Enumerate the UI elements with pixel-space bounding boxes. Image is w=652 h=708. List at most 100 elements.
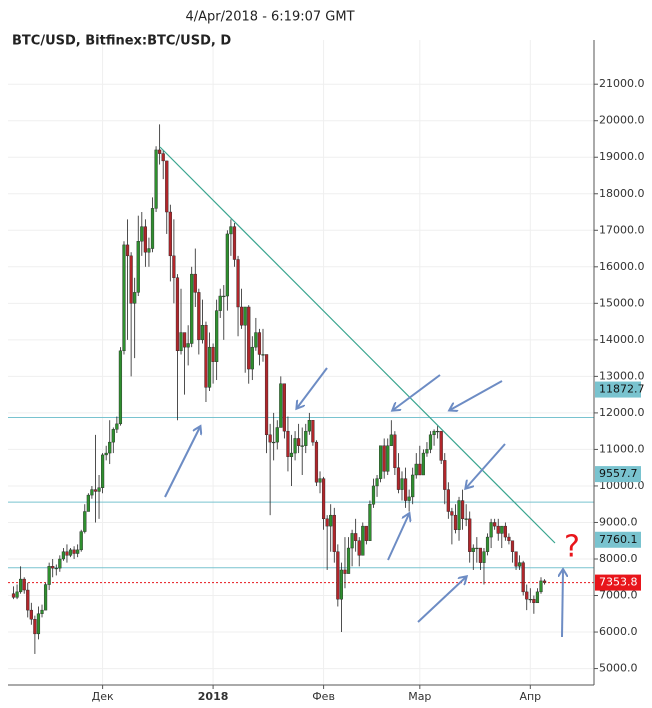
candle-body: [321, 478, 326, 520]
candle-body: [500, 525, 504, 534]
candle-body: [43, 584, 48, 611]
candle-body: [211, 346, 215, 362]
y-tick-label: 19000.0: [599, 150, 645, 163]
candle-body: [186, 343, 190, 348]
x-tick-label: Апр: [519, 690, 541, 703]
arrow: [466, 443, 506, 488]
candle-body: [90, 489, 94, 496]
y-tick-label: 9000.0: [599, 515, 638, 528]
candle-body: [133, 292, 137, 304]
candle-body: [197, 292, 201, 341]
candle-body: [54, 567, 58, 570]
trend-line: [159, 146, 556, 544]
y-tick-label: 13000.0: [599, 369, 645, 382]
arrow: [164, 427, 200, 498]
candle-body: [101, 454, 105, 488]
candle-body: [61, 551, 65, 560]
candle-body: [268, 434, 272, 443]
candle-body: [172, 255, 176, 278]
candle-body: [457, 500, 461, 530]
candle-body: [496, 525, 500, 534]
candle-body: [432, 430, 436, 436]
candle-body: [332, 514, 336, 552]
candle-body: [503, 525, 507, 538]
candle-body: [240, 306, 244, 326]
candle-body: [329, 514, 333, 527]
candle-body: [222, 295, 226, 298]
candle-body: [282, 383, 286, 432]
candle-body: [83, 511, 87, 532]
candle-body: [453, 514, 458, 530]
candle-body: [439, 430, 443, 461]
candle-body: [161, 153, 165, 162]
candle-body: [204, 325, 208, 388]
candle-body: [33, 619, 37, 635]
candle-body: [122, 244, 126, 352]
candle-body: [11, 593, 16, 598]
level-tag-label: 11872.7: [599, 383, 645, 396]
candle-body: [343, 569, 347, 574]
candle-body: [215, 310, 219, 362]
candle-body: [136, 241, 140, 293]
candle-body: [36, 613, 41, 635]
candle-body: [182, 332, 187, 348]
candle-body: [275, 427, 279, 443]
y-tick-label: 6000.0: [599, 625, 638, 638]
arrow: [562, 570, 563, 638]
candle-body: [379, 445, 383, 479]
candle-body: [382, 445, 386, 472]
level-tag-label: 7760.1: [599, 533, 638, 546]
x-tick-label: Мар: [408, 690, 431, 703]
candle-body: [150, 208, 155, 249]
candle-body: [254, 332, 258, 348]
candle-body: [300, 445, 304, 447]
x-tick-label: 2018: [198, 690, 229, 703]
y-tick-label: 16000.0: [599, 260, 645, 273]
candle-body: [539, 580, 543, 593]
candle-body: [104, 452, 108, 456]
candle-body: [111, 429, 115, 443]
candle-body: [450, 511, 454, 516]
candle-body: [396, 467, 401, 490]
candle-body: [393, 434, 397, 468]
candle-body: [354, 533, 358, 541]
y-tick-label: 5000.0: [599, 662, 638, 675]
candle-body: [475, 547, 479, 550]
x-tick-label: Дек: [92, 690, 114, 703]
candle-body: [375, 478, 379, 487]
arrow: [387, 514, 409, 561]
candle-body: [364, 525, 368, 541]
candle-body: [325, 518, 329, 527]
question-mark: ?: [564, 530, 580, 565]
candle-body: [168, 211, 172, 257]
candle-body: [336, 551, 340, 600]
candle-body: [229, 226, 233, 235]
y-tick-label: 18000.0: [599, 187, 645, 200]
candle-body: [436, 430, 440, 433]
candle-body: [154, 149, 158, 209]
y-tick-label: 7000.0: [599, 589, 638, 602]
candle-body: [179, 332, 183, 352]
arrow: [450, 380, 503, 410]
level-tag-label: 9557.7: [599, 467, 638, 480]
y-tick-label: 17000.0: [599, 223, 645, 236]
candle-body: [261, 354, 265, 356]
candle-body: [535, 591, 540, 604]
candle-body: [286, 430, 290, 457]
candle-body: [361, 525, 365, 556]
candle-body: [247, 306, 251, 370]
candle-body: [307, 420, 311, 432]
candle-body: [29, 609, 33, 620]
candle-body: [464, 518, 468, 520]
candle-body: [243, 306, 247, 326]
candle-body: [350, 533, 354, 549]
candle-body: [79, 531, 83, 551]
candle-body: [140, 226, 144, 242]
candle-body: [190, 273, 194, 344]
candle-body: [108, 441, 112, 454]
levels: [8, 417, 594, 584]
candle-body: [368, 504, 372, 541]
arrows: [164, 367, 563, 638]
level-tag: [595, 381, 641, 398]
candle-body: [318, 478, 322, 483]
